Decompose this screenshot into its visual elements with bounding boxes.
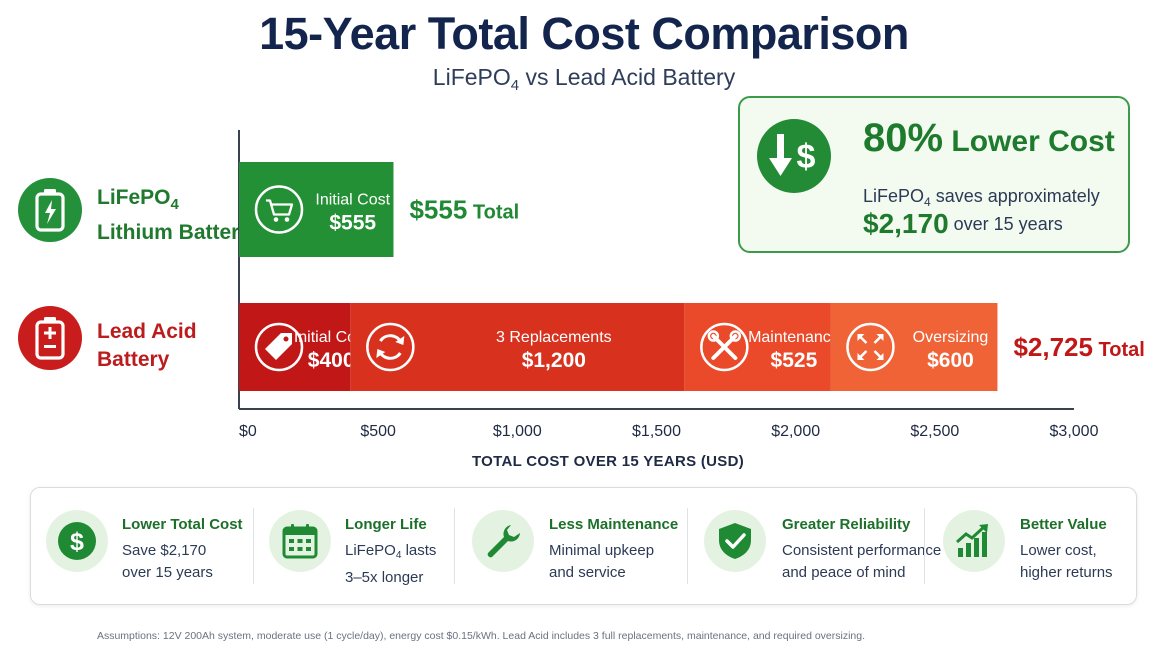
- segment-name-label: Oversizing: [913, 329, 989, 346]
- bar-total-label: $555 Total: [409, 195, 519, 225]
- segment-value-label: $555: [329, 212, 376, 235]
- divider: [687, 508, 688, 584]
- benefit-greater-reliability: Greater Reliability Consistent performan…: [688, 488, 941, 606]
- divider: [253, 508, 254, 584]
- benefit-title: Less Maintenance: [549, 516, 679, 533]
- lithium-battery-icon: [18, 178, 82, 242]
- benefit-text: Lower cost, higher returns: [1020, 542, 1113, 581]
- benefit-less-maintenance: Less Maintenance Minimal upkeep and servi…: [455, 488, 687, 606]
- benefit-text: Save $2,170 over 15 years: [122, 542, 213, 581]
- benefit-text: LiFePO4 lasts 3–5x longer: [345, 542, 437, 586]
- x-tick-label: $2,500: [910, 423, 959, 440]
- x-tick-label: $1,500: [632, 423, 681, 440]
- assumptions-footnote: Assumptions: 12V 200Ah system, moderate …: [96, 630, 866, 642]
- refresh-icon: [366, 322, 415, 372]
- growth-chart-icon: [943, 510, 1005, 572]
- segment-name-label: 3 Replacements: [496, 329, 612, 346]
- savings-headline: 80% Lower Cost: [863, 116, 1115, 160]
- segment-value-label: $400: [308, 349, 355, 372]
- benefit-text: Minimal upkeep and service: [549, 542, 655, 581]
- bar-segment: [350, 303, 685, 391]
- page-title: 15-Year Total Cost Comparison: [259, 8, 909, 59]
- savings-callout: $ 80% Lower Cost LiFePO4 saves approxima…: [738, 96, 1130, 253]
- expand-icon: [846, 322, 895, 372]
- bar-segment: [239, 162, 394, 257]
- cart-icon: [254, 185, 304, 234]
- benefit-title: Greater Reliability: [782, 516, 911, 533]
- benefit-longer-life: Longer Life LiFePO4 lasts 3–5x longer: [254, 488, 454, 606]
- bar-segment: [239, 303, 351, 391]
- dollar-icon: $: [46, 510, 108, 572]
- x-tick-label: $1,000: [493, 423, 542, 440]
- svg-text:$: $: [797, 138, 816, 176]
- x-tick-label: $3,000: [1050, 423, 1099, 440]
- page-subtitle: LiFePO4 vs Lead Acid Battery: [432, 64, 736, 94]
- segment-value-label: $1,200: [522, 349, 586, 372]
- segment-name-label: Maintenance: [748, 329, 840, 346]
- shield-check-icon: [704, 510, 766, 572]
- benefit-title: Longer Life: [345, 516, 427, 533]
- savings-down-arrow-dollar-icon: $: [757, 119, 831, 193]
- x-axis-title: TOTAL COST OVER 15 YEARS (USD): [471, 453, 745, 470]
- bar-segment: [684, 303, 831, 391]
- segment-name-label: Initial Cost: [315, 192, 390, 209]
- segment-name-label: Initial Cost: [294, 329, 369, 346]
- divider: [454, 508, 455, 584]
- lead-acid-label: Lead Acid Battery: [97, 320, 197, 371]
- benefit-title: Lower Total Cost: [122, 516, 243, 533]
- x-tick-label: $500: [360, 423, 396, 440]
- price-tag-icon: [254, 322, 304, 372]
- tools-icon: [700, 322, 749, 372]
- segment-value-label: $525: [771, 349, 818, 372]
- wrench-icon: [472, 510, 534, 572]
- savings-description: LiFePO4 saves approximately: [863, 186, 1100, 209]
- lifepo4-label: LiFePO4 Lithium Battery: [97, 186, 252, 244]
- benefits-strip: $ Lower Total Cost Save $2,170 over 15 ye…: [30, 487, 1137, 605]
- benefit-lower-total-cost: $ Lower Total Cost Save $2,170 over 15 ye…: [31, 488, 253, 606]
- lead-acid-battery-icon: [18, 306, 82, 370]
- savings-amount: $2,170 over 15 years: [863, 208, 1063, 239]
- bar-segment: [830, 303, 998, 391]
- divider: [924, 508, 925, 584]
- x-tick-label: $0: [239, 423, 257, 440]
- calendar-icon: [269, 510, 331, 572]
- benefit-title: Better Value: [1020, 516, 1107, 533]
- benefit-better-value: Better Value Lower cost, higher returns: [925, 488, 1137, 606]
- x-tick-label: $2,000: [771, 423, 820, 440]
- segment-value-label: $600: [927, 349, 974, 372]
- bar-total-label: $2,725 Total: [1013, 332, 1144, 362]
- svg-text:$: $: [70, 528, 84, 556]
- cost-bar-chart: $0 $500 $1,000 $1,500 $2,000 $2,500 $3,000 Init…: [238, 130, 1145, 440]
- benefit-text: Consistent performance and peace of mind: [782, 542, 942, 581]
